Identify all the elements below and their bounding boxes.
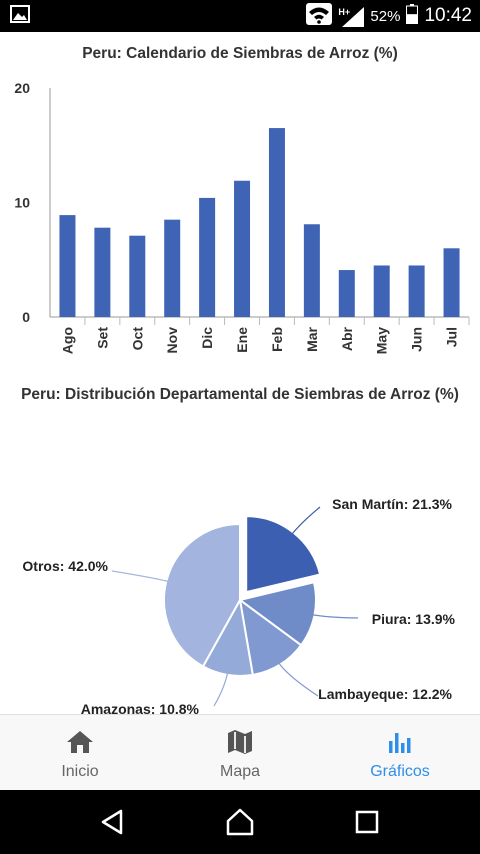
network-type-label: H+ [338, 7, 351, 17]
bar-mar [303, 224, 320, 317]
pie-slice-san-mart-n [245, 515, 322, 594]
pie-leader-line [213, 670, 229, 707]
nav-item-mapa[interactable]: Mapa [160, 715, 320, 790]
x-tick-label: Nov [164, 327, 180, 354]
x-tick-label: Feb [269, 327, 285, 352]
pie-leader-line [310, 613, 359, 619]
bar-chart: 0 10 20 Ago Set Oct Nov Dic Ene Feb Mar Abr May Jun J… [14, 80, 470, 354]
battery-icon [406, 3, 419, 29]
pie-leader-line [111, 570, 171, 583]
x-tick-label: Ago [59, 327, 75, 354]
x-tick-label: Oct [129, 327, 145, 351]
x-tick-label: Set [94, 327, 110, 349]
bar-ago [59, 215, 76, 317]
bar-feb [268, 128, 285, 317]
status-bar: H+ 52% 10:42 [0, 0, 480, 32]
x-tick-label: Ene [234, 327, 250, 353]
pie-label-lambayeque: Lambayeque: 12.2% [318, 686, 452, 702]
x-tick-label: Dic [199, 327, 215, 349]
gallery-notification-icon [10, 4, 30, 28]
nav-label-graficos: Gráficos [370, 763, 430, 780]
y-tick-label: 0 [22, 309, 30, 325]
charts-screen[interactable]: Peru: Calendario de Siembras de Arroz (%… [0, 32, 480, 717]
pie-label-otros: Otros: 42.0% [22, 558, 108, 574]
x-tick-label: Abr [339, 326, 355, 351]
bar-may [373, 265, 390, 317]
wifi-icon [306, 2, 333, 30]
pie-label-piura: Piura: 13.9% [372, 611, 456, 627]
x-tick-label: Jul [444, 327, 460, 347]
y-tick-label: 10 [14, 195, 30, 211]
pie-chart-title: Peru: Distribución Departamental de Siem… [21, 386, 459, 403]
bar-jul [443, 248, 460, 317]
bar-dic [199, 197, 216, 317]
pie-label-san-mart-n: San Martín: 21.3% [332, 496, 452, 512]
x-tick-label: Jun [409, 327, 425, 352]
map-icon [225, 727, 255, 757]
bar-chart-title: Peru: Calendario de Siembras de Arroz (%… [82, 45, 398, 62]
x-tick-label: Mar [304, 326, 320, 351]
back-icon[interactable] [93, 802, 133, 842]
nav-item-graficos[interactable]: Gráficos [320, 715, 480, 790]
bar-nov [164, 219, 181, 317]
pie-chart: San Martín: 21.3% Piura: 13.9% Lambayeque:… [22, 496, 456, 717]
bar-oct [129, 235, 146, 317]
bar-chart-icon [385, 727, 415, 757]
x-tick-label: May [374, 327, 390, 354]
bar-ene [234, 180, 251, 317]
pie-label-amazonas: Amazonas: 10.8% [81, 701, 200, 717]
battery-percent: 52% [370, 7, 401, 25]
recents-icon[interactable] [347, 802, 387, 842]
nav-label-mapa: Mapa [219, 763, 261, 780]
system-navigation-bar [0, 790, 480, 854]
home-circle-icon[interactable] [220, 802, 260, 842]
bottom-navigation: Inicio Mapa Gráficos [0, 714, 480, 790]
bar-set [94, 227, 111, 317]
home-icon [65, 727, 95, 757]
y-tick-label: 20 [14, 80, 30, 96]
bar-jun [408, 265, 425, 317]
pie-leader-line [290, 506, 321, 536]
pie-leader-line [277, 660, 319, 697]
signal-icon: H+ [338, 5, 365, 27]
bar-abr [338, 270, 355, 317]
nav-label-inicio: Inicio [61, 763, 99, 780]
nav-item-inicio[interactable]: Inicio [0, 715, 160, 790]
clock: 10:42 [424, 5, 472, 26]
